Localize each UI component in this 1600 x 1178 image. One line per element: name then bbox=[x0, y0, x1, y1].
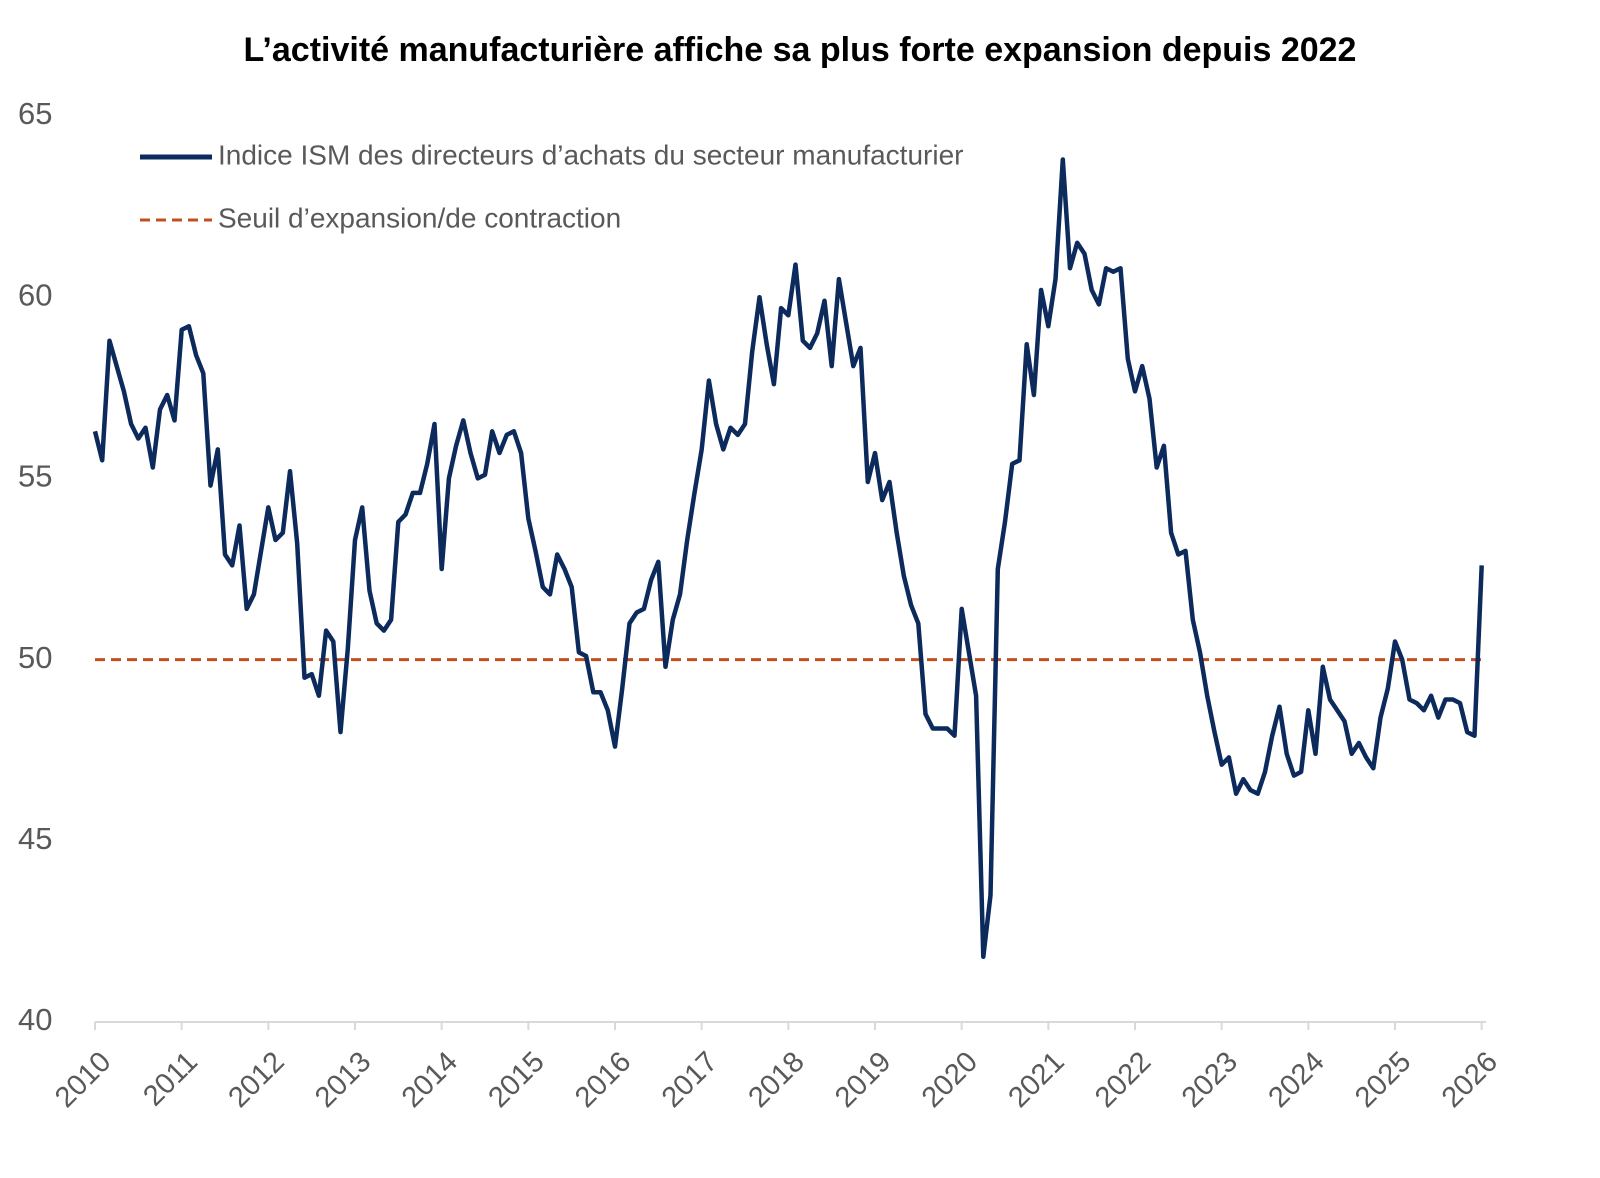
x-tick-label: 2016 bbox=[569, 1046, 637, 1114]
x-tick-label: 2011 bbox=[137, 1046, 204, 1113]
y-tick-label: 50 bbox=[18, 640, 52, 675]
y-tick-label: 40 bbox=[18, 1002, 52, 1037]
data-line bbox=[92, 157, 1484, 960]
x-tick-label: 2019 bbox=[829, 1046, 897, 1114]
y-tick-label: 60 bbox=[18, 277, 52, 312]
x-tick-label: 2024 bbox=[1262, 1046, 1330, 1114]
x-tick-label: 2020 bbox=[916, 1046, 984, 1114]
x-tick-label: 2023 bbox=[1176, 1046, 1244, 1114]
x-tick-label: 2025 bbox=[1349, 1046, 1417, 1114]
legend-label: Indice ISM des directeurs d’achats du se… bbox=[218, 139, 963, 170]
y-tick-label: 55 bbox=[18, 459, 52, 494]
x-tick-label: 2010 bbox=[49, 1046, 117, 1114]
x-tick-label: 2013 bbox=[309, 1046, 377, 1114]
x-tick-label: 2026 bbox=[1436, 1046, 1504, 1114]
y-tick-label: 65 bbox=[18, 96, 52, 131]
x-tick-label: 2018 bbox=[742, 1046, 810, 1114]
x-tick-label: 2014 bbox=[396, 1046, 464, 1114]
x-tick-label: 2015 bbox=[482, 1046, 550, 1114]
x-tick-label: 2021 bbox=[1002, 1046, 1070, 1114]
y-tick-label: 45 bbox=[18, 821, 52, 856]
x-tick-label: 2017 bbox=[656, 1046, 724, 1114]
chart-title: L’activité manufacturière affiche sa plu… bbox=[244, 31, 1357, 69]
legend-label: Seuil d’expansion/de contraction bbox=[218, 202, 621, 233]
x-tick-label: 2012 bbox=[222, 1046, 290, 1114]
x-tick-label: 2022 bbox=[1089, 1046, 1157, 1114]
